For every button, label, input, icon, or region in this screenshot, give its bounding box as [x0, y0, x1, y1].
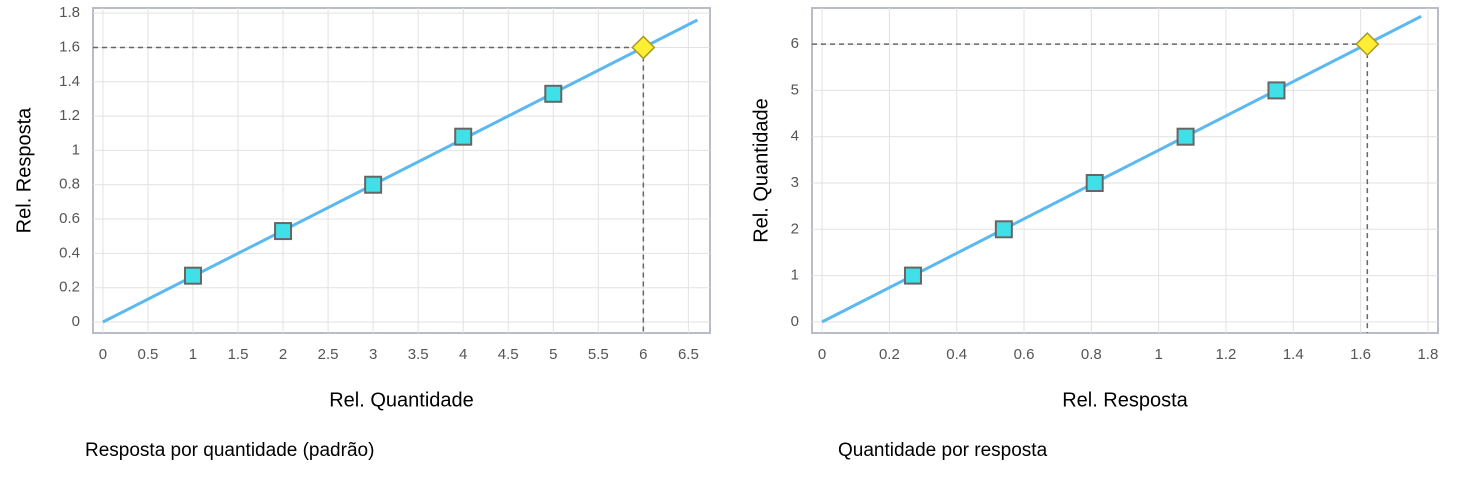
x-axis-label: Rel. Resposta	[1062, 389, 1188, 411]
data-point	[1176, 127, 1195, 146]
chart: 0 0.5 1 1.5 2 2.5 3 3.5 4 4.5 5 5.5 6 6.5 0 0.2 0.4 0.6 0.…	[13, 4, 711, 461]
x-tick-label: 1	[1154, 346, 1162, 363]
x-tick-label: 2	[279, 346, 287, 363]
data-point	[454, 127, 473, 146]
x-tick-label: 6.5	[678, 346, 699, 363]
y-tick-label: 0	[72, 313, 80, 330]
x-tick-label: 0.6	[1014, 346, 1035, 363]
x-tick-label: 1.5	[228, 346, 249, 363]
x-tick-label: 1.8	[1417, 346, 1438, 363]
x-tick-label: 3	[369, 346, 377, 363]
data-point	[183, 266, 202, 285]
x-tick-label: 1	[189, 346, 197, 363]
highlight-point	[1355, 32, 1380, 57]
y-tick-label: 0.4	[59, 244, 80, 261]
data-point	[364, 175, 383, 194]
y-tick-label: 6	[791, 35, 799, 52]
y-tick-label: 1.4	[59, 73, 80, 90]
y-axis-label: Rel. Quantidade	[750, 98, 772, 243]
caption: Quantidade por resposta	[838, 440, 1048, 461]
fit-line	[102, 18, 699, 324]
x-tick-label: 1.6	[1350, 346, 1371, 363]
data-point	[1085, 174, 1104, 192]
y-tick-label: 1.2	[59, 107, 80, 124]
x-tick-label: 0.2	[879, 346, 900, 363]
x-tick-label: 5.5	[588, 346, 609, 363]
y-axis-label: Rel. Resposta	[13, 107, 35, 233]
y-tick-label: 0	[791, 313, 799, 330]
y-tick-label: 3	[791, 174, 799, 191]
y-tick-label: 1.6	[59, 38, 80, 55]
x-axis-label: Rel. Quantidade	[329, 389, 474, 411]
x-tick-label: 5	[549, 346, 557, 363]
y-tick-label: 5	[791, 81, 799, 98]
data-point	[994, 220, 1013, 239]
x-tick-label: 0.5	[138, 346, 159, 363]
highlight-point	[631, 35, 656, 60]
y-tick-label: 1	[72, 141, 80, 158]
y-tick-label: 1.8	[59, 4, 80, 21]
data-point	[1267, 81, 1286, 100]
y-tick-label: 0.6	[59, 210, 80, 227]
x-tick-label: 0.4	[946, 346, 967, 363]
data-point	[903, 266, 922, 285]
data-point	[274, 222, 293, 241]
x-tick-label: 0.8	[1081, 346, 1102, 363]
x-tick-label: 0	[818, 346, 826, 363]
caption: Resposta por quantidade (padrão)	[85, 440, 374, 461]
y-tick-label: 1	[791, 267, 799, 284]
x-tick-label: 2.5	[318, 346, 339, 363]
x-tick-label: 4.5	[498, 346, 519, 363]
x-tick-label: 1.4	[1283, 346, 1304, 363]
y-tick-label: 2	[791, 220, 799, 237]
y-tick-label: 0.8	[59, 176, 80, 193]
x-tick-label: 0	[99, 346, 107, 363]
y-tick-label: 4	[791, 128, 799, 145]
x-tick-label: 4	[459, 346, 467, 363]
chart: 0 0.2 0.4 0.6 0.8 1 1.2 1.4 1.6 1.8 0 1 2 3 4 5 6 Rel. Re…	[750, 7, 1439, 461]
x-tick-label: 6	[639, 346, 647, 363]
x-tick-label: 1.2	[1216, 346, 1237, 363]
y-tick-label: 0.2	[59, 279, 80, 296]
x-tick-label: 3.5	[408, 346, 429, 363]
data-point	[544, 84, 563, 103]
